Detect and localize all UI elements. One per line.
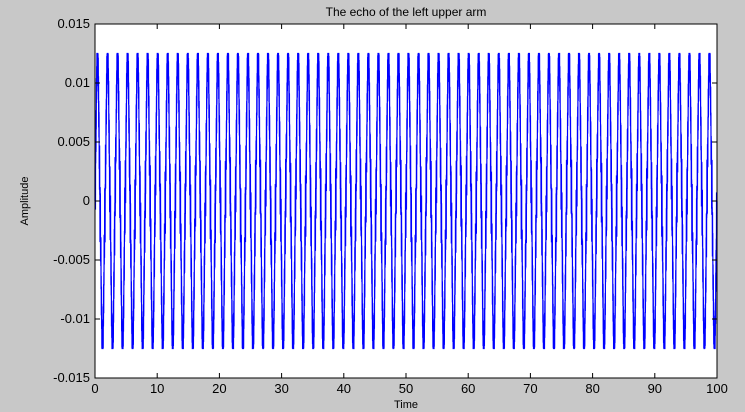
signal-line (94, 52, 718, 350)
x-axis-title: Time (394, 399, 418, 411)
y-tick-label: -0.01 (60, 311, 90, 326)
x-tick-label: 10 (150, 381, 164, 396)
chart-title: The echo of the left upper arm (326, 5, 487, 19)
x-tick-label: 80 (585, 381, 599, 396)
y-tick-label: 0.005 (57, 134, 90, 149)
x-tick-label: 30 (274, 381, 288, 396)
y-tick-label: 0.01 (65, 75, 90, 90)
series-group (94, 52, 718, 350)
x-tick-label: 50 (399, 381, 413, 396)
x-tick-label: 90 (648, 381, 662, 396)
y-tick-label: 0 (83, 193, 90, 208)
x-tick-label: 100 (706, 381, 728, 396)
x-tick-label: 70 (523, 381, 537, 396)
x-tick-label: 60 (461, 381, 475, 396)
x-tick-label: 0 (91, 381, 98, 396)
y-tick-label: -0.005 (53, 252, 90, 267)
y-axis: -0.015 -0.01 -0.005 0 0.005 0.01 0.015 (53, 16, 717, 385)
x-tick-label: 40 (337, 381, 351, 396)
x-tick-label: 20 (212, 381, 226, 396)
y-tick-label: 0.015 (57, 16, 90, 31)
x-axis: 0 10 20 30 40 50 60 70 80 90 100 (91, 24, 728, 396)
y-axis-title: Amplitude (19, 177, 31, 226)
y-tick-label: -0.015 (53, 370, 90, 385)
